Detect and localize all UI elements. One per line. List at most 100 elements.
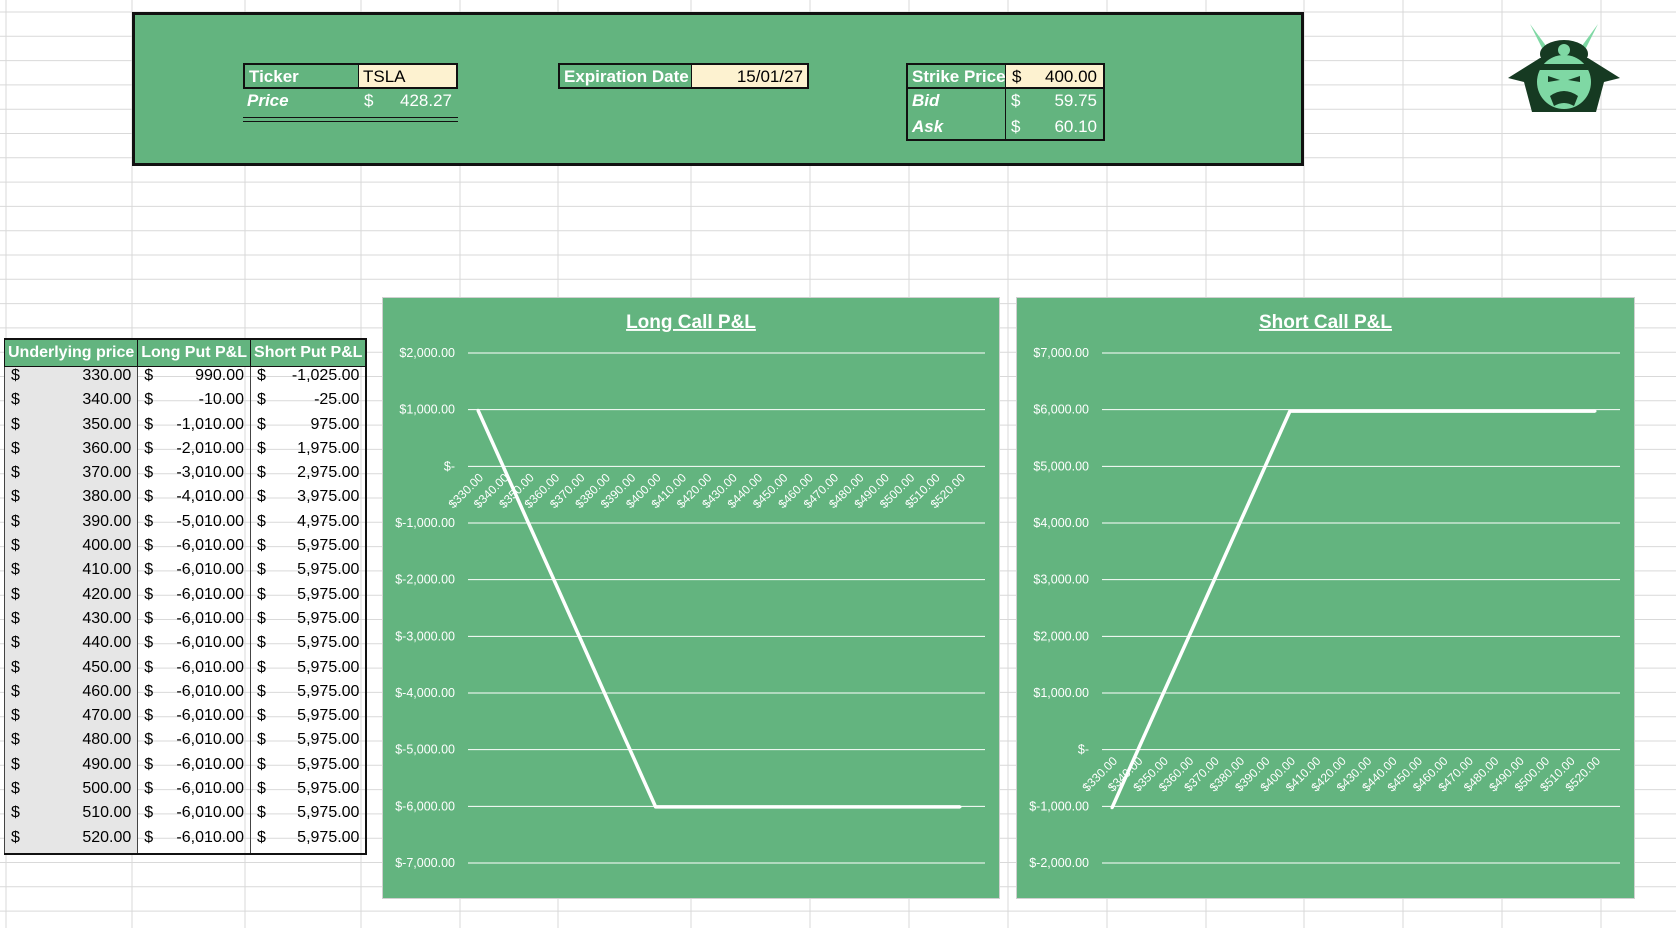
strike-input[interactable]: $ 400.00 <box>1005 63 1105 89</box>
table-row: $440.00 $ -6,010.00 $5,975.00 <box>3 634 368 659</box>
underlying-price-cell[interactable]: $430.00 <box>3 609 139 635</box>
y-tick-label: $2,000.00 <box>399 346 455 360</box>
cell-value: -6,010.00 <box>176 731 245 749</box>
long-put-pl-cell[interactable]: $ -6,010.00 <box>137 780 252 805</box>
long-call-chart-panel[interactable]: Long Call P&L $2,000.00 $1,000.00 $- $-1,000… <box>382 297 1000 899</box>
data-point <box>1288 409 1292 413</box>
long-put-pl-cell[interactable]: $ -3,010.00 <box>137 464 252 489</box>
long-put-pl-cell[interactable]: $ -6,010.00 <box>137 682 252 708</box>
long-put-pl-cell[interactable]: $ -6,010.00 <box>137 755 252 781</box>
short-put-pl-cell[interactable]: $5,975.00 <box>250 828 368 855</box>
underlying-price-cell[interactable]: $360.00 <box>3 439 139 465</box>
long-put-pl-cell[interactable]: $ -1,010.00 <box>137 415 252 440</box>
underlying-price-cell[interactable]: $480.00 <box>3 731 139 756</box>
pl-table: Underlying price Long Put P&L Short Put … <box>3 338 368 855</box>
short-put-pl-cell[interactable]: $ -1,025.00 <box>250 366 368 392</box>
long-put-pl-cell[interactable]: $ -2,010.00 <box>137 439 252 465</box>
underlying-price-cell[interactable]: $340.00 <box>3 391 139 416</box>
currency-symbol: $ <box>11 707 20 725</box>
currency-symbol: $ <box>257 755 266 773</box>
currency-symbol: $ <box>144 367 154 384</box>
long-put-pl-cell[interactable]: $ -6,010.00 <box>137 537 252 562</box>
underlying-price-cell[interactable]: $490.00 <box>3 755 139 781</box>
short-put-pl-cell[interactable]: $5,975.00 <box>250 537 368 562</box>
currency-symbol: $ <box>144 415 154 433</box>
short-put-pl-cell[interactable]: $5,975.00 <box>250 780 368 805</box>
table-row: $350.00 $ -1,010.00 $975.00 <box>3 415 368 440</box>
short-put-pl-cell[interactable]: $ -25.00 <box>250 391 368 416</box>
long-put-pl-cell[interactable]: $ -6,010.00 <box>137 731 252 756</box>
underlying-price-cell[interactable]: $330.00 <box>3 366 139 392</box>
short-put-pl-cell[interactable]: $5,975.00 <box>250 634 368 659</box>
currency-symbol: $ <box>144 634 154 652</box>
data-point <box>882 805 886 809</box>
short-put-pl-cell[interactable]: $5,975.00 <box>250 609 368 635</box>
short-put-pl-cell[interactable]: $3,975.00 <box>250 488 368 513</box>
strike-amount: 400.00 <box>1045 67 1097 86</box>
table-row: $400.00 $ -6,010.00 $5,975.00 <box>3 537 368 562</box>
underlying-price-cell[interactable]: $410.00 <box>3 561 139 586</box>
long-put-pl-cell[interactable]: $ -6,010.00 <box>137 609 252 635</box>
long-put-pl-cell[interactable]: $ -6,010.00 <box>137 585 252 610</box>
short-put-pl-cell[interactable]: $4,975.00 <box>250 512 368 538</box>
underlying-price-cell[interactable]: $510.00 <box>3 804 139 829</box>
long-put-pl-cell[interactable]: $ -10.00 <box>137 391 252 416</box>
expiration-input[interactable]: 15/01/27 <box>691 63 809 89</box>
long-put-pl-cell[interactable]: $ -6,010.00 <box>137 804 252 829</box>
underlying-price-cell[interactable]: $400.00 <box>3 537 139 562</box>
ask-currency: $ <box>1011 117 1021 136</box>
short-put-pl-cell[interactable]: $5,975.00 <box>250 658 368 683</box>
long-put-pl-cell[interactable]: $ -6,010.00 <box>137 634 252 659</box>
short-put-pl-cell[interactable]: $1,975.00 <box>250 439 368 465</box>
currency-symbol: $ <box>257 634 266 652</box>
short-put-pl-cell[interactable]: $5,975.00 <box>250 731 368 756</box>
short-put-pl-cell[interactable]: $5,975.00 <box>250 682 368 708</box>
underlying-price-cell[interactable]: $350.00 <box>3 415 139 440</box>
underlying-price-cell[interactable]: $450.00 <box>3 658 139 683</box>
short-put-pl-cell[interactable]: $975.00 <box>250 415 368 440</box>
underlying-price-cell[interactable]: $500.00 <box>3 780 139 805</box>
cell-value: 5,975.00 <box>297 658 360 676</box>
bid-label: Bid <box>906 89 1006 115</box>
long-put-pl-cell[interactable]: $990.00 <box>137 366 252 392</box>
short-put-pl-cell[interactable]: $5,975.00 <box>250 804 368 829</box>
y-tick-label: $-7,000.00 <box>395 856 455 870</box>
ticker-input[interactable]: TSLA <box>358 63 458 89</box>
short-put-pl-cell[interactable]: $2,975.00 <box>250 464 368 489</box>
underlying-price-cell[interactable]: $440.00 <box>3 634 139 659</box>
long-put-pl-cell[interactable]: $ -4,010.00 <box>137 488 252 513</box>
cell-value: 440.00 <box>82 634 132 652</box>
bid-value: $ 59.75 <box>1005 89 1105 115</box>
short-put-pl-cell[interactable]: $5,975.00 <box>250 585 368 610</box>
short-put-pl-cell[interactable]: $5,975.00 <box>250 561 368 586</box>
data-point <box>679 805 683 809</box>
underlying-price-cell[interactable]: $520.00 <box>3 828 139 855</box>
long-put-pl-cell[interactable]: $ -6,010.00 <box>137 828 252 855</box>
data-point <box>628 748 632 752</box>
cell-value: 5,975.00 <box>297 609 360 627</box>
data-point <box>1263 466 1267 470</box>
currency-symbol: $ <box>257 780 266 798</box>
currency-symbol: $ <box>144 391 154 409</box>
y-tick-label: $1,000.00 <box>399 403 455 417</box>
cell-value: -6,010.00 <box>176 828 245 846</box>
cell-value: -6,010.00 <box>176 658 245 676</box>
currency-symbol: $ <box>144 658 154 676</box>
ticker-label: Ticker <box>243 63 359 89</box>
long-put-pl-cell[interactable]: $ -5,010.00 <box>137 512 252 538</box>
short-put-pl-cell[interactable]: $5,975.00 <box>250 707 368 732</box>
underlying-price-cell[interactable]: $370.00 <box>3 464 139 489</box>
long-put-pl-cell[interactable]: $ -6,010.00 <box>137 561 252 586</box>
underlying-price-cell[interactable]: $390.00 <box>3 512 139 538</box>
underlying-price-cell[interactable]: $380.00 <box>3 488 139 513</box>
currency-symbol: $ <box>257 439 266 457</box>
short-call-chart-panel[interactable]: Short Call P&L $7,000.00 $6,000.00 $5,000.0… <box>1016 297 1635 899</box>
short-put-pl-cell[interactable]: $5,975.00 <box>250 755 368 781</box>
underlying-price-cell[interactable]: $460.00 <box>3 682 139 708</box>
underlying-price-cell[interactable]: $470.00 <box>3 707 139 732</box>
long-put-pl-cell[interactable]: $ -6,010.00 <box>137 658 252 683</box>
strike-currency: $ <box>1012 67 1022 86</box>
currency-symbol: $ <box>11 731 20 749</box>
long-put-pl-cell[interactable]: $ -6,010.00 <box>137 707 252 732</box>
underlying-price-cell[interactable]: $420.00 <box>3 585 139 610</box>
